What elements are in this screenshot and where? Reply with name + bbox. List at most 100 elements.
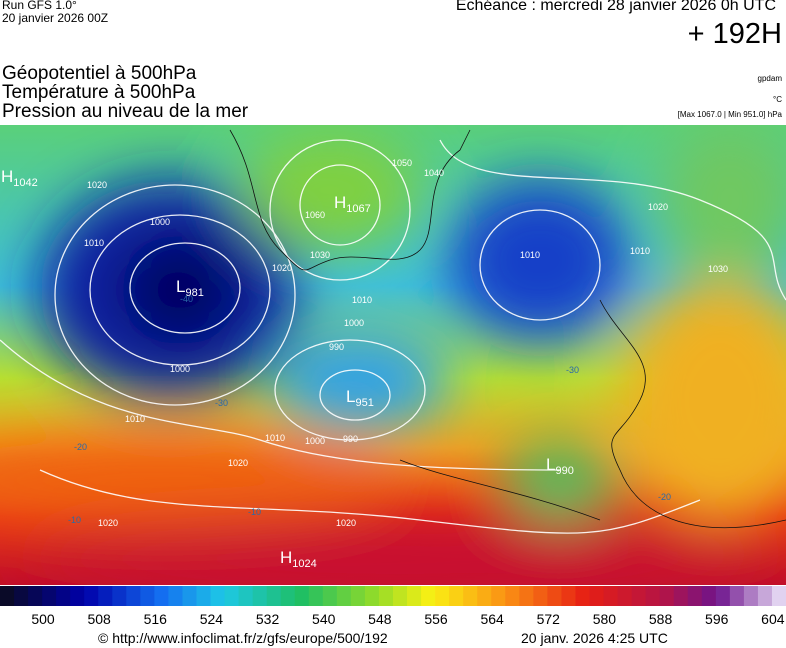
colorbar-cell: [14, 586, 29, 606]
colorbar-cell: [210, 586, 226, 606]
colorbar-cell: [771, 586, 786, 606]
colorbar-cell: [252, 586, 268, 606]
colorbar-cell: [112, 586, 127, 606]
isobar-label: 1010: [265, 433, 285, 443]
isobar-label: 1030: [708, 264, 728, 274]
temperature-label: -40: [180, 294, 193, 304]
colorbar-cell: [140, 586, 155, 606]
colorbar-cell: [659, 586, 675, 606]
colorbar-cell: [631, 586, 647, 606]
unit: [Max 1067.0 | Min 951.0] hPa: [677, 110, 782, 119]
center-type: H: [1, 167, 13, 186]
colorbar-label: 508: [87, 611, 111, 627]
isobar-label: 1010: [84, 238, 104, 248]
colorbar-cell: [449, 586, 464, 606]
colorbar-cell: [84, 586, 99, 606]
isobar-label: 1020: [336, 518, 356, 528]
pressure-center: H1024: [280, 548, 317, 570]
colorbar-cell: [757, 586, 773, 606]
center-type: H: [280, 548, 292, 567]
colorbar-label: 604: [761, 611, 785, 627]
lead-time: + 192H: [687, 18, 782, 50]
isobar-label: 990: [329, 342, 344, 352]
pressure-center: L981: [176, 277, 204, 299]
colorbar-label: 580: [593, 611, 617, 627]
field: Pression au niveau de la mer: [2, 101, 249, 122]
isobar-label: 990: [343, 434, 358, 444]
isobar-label: 1020: [648, 202, 668, 212]
colorbar-label: 524: [200, 611, 224, 627]
pressure-center: H1042: [1, 167, 38, 189]
center-value: 981: [185, 287, 203, 299]
field-map: [0, 125, 786, 585]
center-value: 1024: [292, 558, 316, 570]
colorbar-cell: [294, 586, 310, 606]
colorbar-cell: [378, 586, 394, 606]
temperature-label: -30: [566, 365, 579, 375]
colorbar-label: 548: [368, 611, 392, 627]
footer-timestamp: 20 janv. 2026 4:25 UTC: [521, 630, 668, 646]
isobar-label: 1010: [352, 295, 372, 305]
center-value: 1067: [346, 203, 370, 215]
isobar-label: 1040: [424, 168, 444, 178]
center-type: H: [334, 193, 346, 212]
colorbar-cell: [645, 586, 661, 606]
unit: °C: [773, 95, 782, 104]
colorbar-cell: [687, 586, 703, 606]
colorbar-cell: [182, 586, 197, 606]
run: Run GFS 1.0°: [2, 0, 77, 12]
temperature-label: -20: [74, 442, 87, 452]
echeance: Echéance : mercredi 28 janvier 2026 0h U…: [455, 0, 776, 14]
colorbar-cell: [364, 586, 380, 606]
colorbar-cell: [561, 586, 576, 606]
colorbar-label: 596: [705, 611, 729, 627]
center-value: 951: [355, 397, 373, 409]
colorbar-label: 564: [480, 611, 504, 627]
isobar-label: 1010: [125, 414, 145, 424]
isobar-label: 1020: [228, 458, 248, 468]
colorbar-cell: [715, 586, 731, 606]
colorbar-cell: [421, 586, 436, 606]
colorbar-label: 540: [312, 611, 336, 627]
center-type: L: [546, 455, 555, 474]
footer-url: © http://www.infoclimat.fr/z/gfs/europe/…: [98, 630, 388, 646]
colorbar-label: 588: [649, 611, 673, 627]
colorbar-cell: [547, 586, 562, 606]
temperature-label: -30: [215, 398, 228, 408]
isobar-label: 1010: [630, 246, 650, 256]
colorbar-cell: [350, 586, 366, 606]
colorbar-cell: [575, 586, 590, 606]
colorbar-cell: [463, 586, 478, 606]
colorbar-cell: [701, 586, 717, 606]
colorbar-cell: [308, 586, 324, 606]
colorbar-cell: [603, 586, 619, 606]
colorbar-cell: [168, 586, 183, 606]
colorbar-cell: [280, 586, 296, 606]
colorbar-cell: [42, 586, 57, 606]
colorbar-label: 532: [256, 611, 280, 627]
colorbar-label: 500: [31, 611, 55, 627]
colorbar-cell: [322, 586, 338, 606]
center-type: L: [176, 277, 185, 296]
center-value: 990: [555, 465, 573, 477]
colorbar-cell: [435, 586, 450, 606]
colorbar-cell: [617, 586, 633, 606]
colorbar-cell: [224, 586, 240, 606]
run-date: 20 janvier 2026 00Z: [2, 11, 109, 25]
colorbar-cell: [154, 586, 169, 606]
colorbar-cell: [477, 586, 492, 606]
colorbar-cell: [56, 586, 71, 606]
field: Géopotentiel à 500hPa: [2, 63, 197, 84]
colorbar-cell: [266, 586, 282, 606]
isobar-label: 1060: [305, 210, 325, 220]
colorbar-cell: [519, 586, 534, 606]
isobar-label: 1030: [310, 250, 330, 260]
center-value: 1042: [13, 177, 37, 189]
isobar-label: 1020: [272, 263, 292, 273]
colorbar-cell: [393, 586, 408, 606]
isobar-label: 1010: [520, 250, 540, 260]
colorbar-cell: [0, 586, 15, 606]
field: Température à 500hPa: [2, 82, 196, 103]
center-type: L: [346, 387, 355, 406]
